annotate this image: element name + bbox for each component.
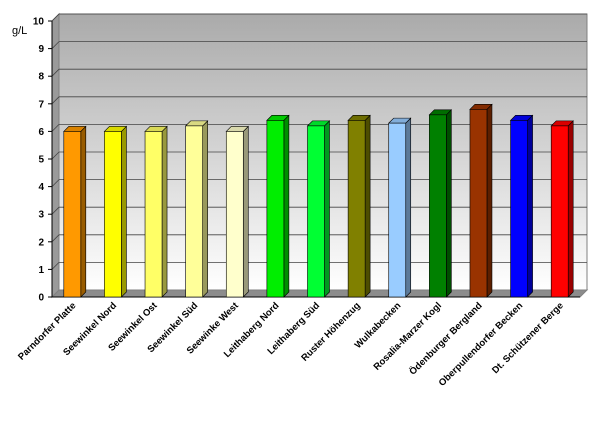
gridline-side <box>51 124 60 132</box>
category-label: Rosalia-Marzer Kogl <box>372 300 444 372</box>
bar-front <box>104 131 122 298</box>
bar <box>347 114 371 298</box>
y-tick-label: 10 <box>33 17 45 28</box>
gridline-side <box>51 96 60 105</box>
bar-side <box>283 114 290 298</box>
bar-front <box>185 125 203 298</box>
bar-front <box>510 120 528 298</box>
bar-front <box>307 125 325 298</box>
bar <box>469 103 493 298</box>
gridline-side <box>51 13 60 22</box>
bar <box>306 120 331 298</box>
gridline-side <box>51 262 60 270</box>
gridline-side <box>51 68 60 77</box>
bar <box>266 114 290 298</box>
bar <box>550 120 574 298</box>
gridline-side <box>51 41 60 49</box>
bar-side <box>364 114 371 298</box>
y-tick-label: 0 <box>38 293 44 304</box>
category-label: Dt. Schützener Berge <box>490 300 566 376</box>
y-tick-label: 3 <box>38 210 44 221</box>
bar <box>388 117 412 298</box>
bar-front <box>469 109 488 298</box>
bar-side <box>80 125 87 298</box>
bar-front <box>63 131 82 298</box>
y-tick-labels: 0 1 2 3 4 5 6 7 8 9 10 <box>33 17 52 304</box>
y-tick-label: 2 <box>38 237 44 248</box>
bar-front <box>388 122 407 298</box>
gridline-side <box>51 151 60 160</box>
bar <box>144 125 168 298</box>
y-tick-label: 7 <box>38 99 44 110</box>
bar-front <box>225 131 244 298</box>
bar <box>103 125 128 298</box>
bar-side <box>242 125 249 298</box>
bar-side <box>202 120 208 298</box>
bar <box>225 125 249 298</box>
bar-side <box>161 125 168 298</box>
bar-side <box>405 117 412 298</box>
y-tick-label: 4 <box>38 182 44 193</box>
bar-front <box>266 120 285 298</box>
bar-side <box>324 120 330 298</box>
bar-side <box>567 120 574 298</box>
bar <box>63 125 87 298</box>
category-label: Oberpullendorfer Becken <box>437 300 526 389</box>
bar-front <box>550 125 569 298</box>
gridline-side <box>51 234 60 243</box>
category-label: Ödenburger Bergland <box>407 300 484 377</box>
bar-front <box>347 120 366 298</box>
bar-front <box>144 131 163 298</box>
gridline-side <box>51 179 60 187</box>
bar <box>428 109 453 298</box>
bars <box>63 103 574 298</box>
gridline-side <box>51 206 60 215</box>
bar-side <box>527 114 533 298</box>
bar-side <box>121 125 127 298</box>
bar-side <box>486 103 493 298</box>
y-axis-label: g/L <box>12 25 27 37</box>
y-tick-label: 9 <box>38 44 44 55</box>
y-tick-label: 6 <box>38 127 44 138</box>
y-tick-label: 8 <box>38 72 44 83</box>
bar-front <box>429 114 447 298</box>
bar <box>509 114 534 298</box>
bar <box>184 120 209 298</box>
bar-side <box>446 109 452 298</box>
y-tick-label: 1 <box>38 265 44 276</box>
y-tick-label: 5 <box>38 155 44 166</box>
